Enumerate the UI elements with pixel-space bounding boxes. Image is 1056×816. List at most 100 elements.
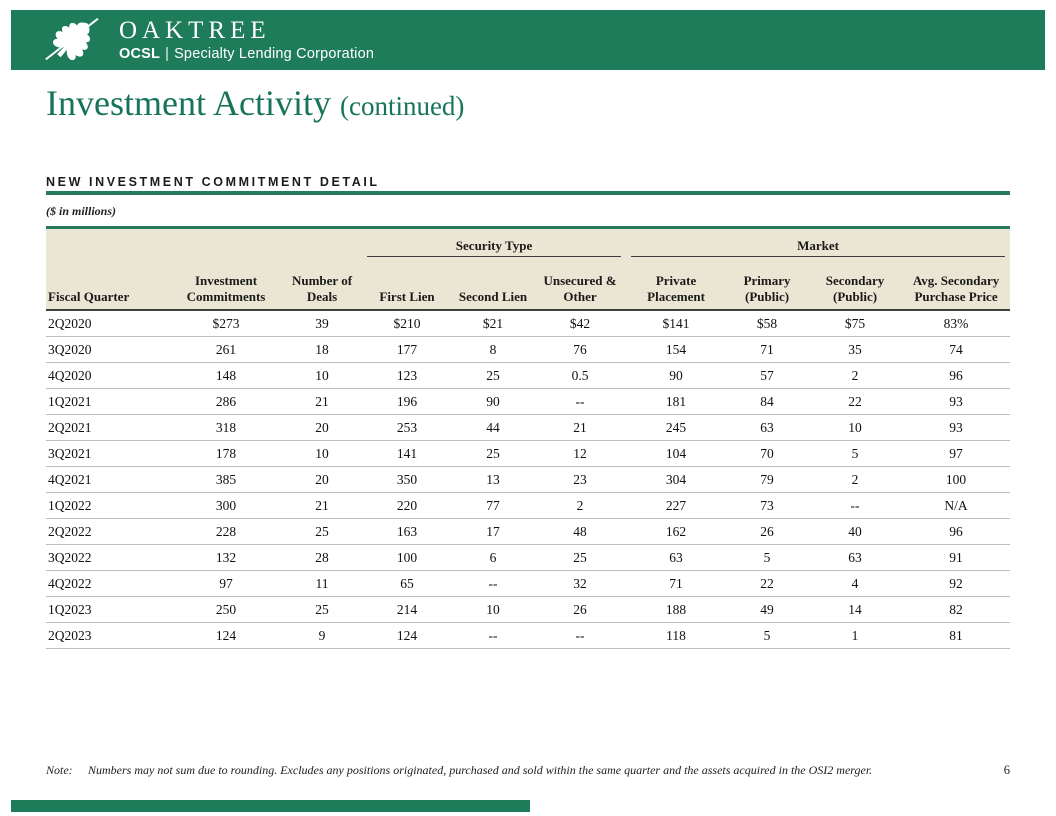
value-cell: 12 (534, 440, 627, 467)
commitment-table: Security Type Market Fiscal Quarter Inves… (46, 226, 1011, 649)
footnote-label: Note: (46, 763, 73, 777)
value-cell: 63 (626, 544, 727, 571)
table-head: Security Type Market Fiscal Quarter Inves… (46, 227, 1011, 311)
value-cell: 25 (452, 362, 534, 389)
value-cell: 141 (362, 440, 452, 467)
column-header-secondary-public: Secondary (Public) (808, 257, 903, 311)
value-cell: $210 (362, 310, 452, 337)
brand-text: OAKTREE OCSL | Specialty Lending Corporati… (119, 16, 374, 62)
column-header-unsecured-other: Unsecured & Other (534, 257, 627, 311)
value-cell: 10 (808, 414, 903, 441)
value-cell: 25 (282, 518, 362, 545)
group-header-spacer (46, 227, 362, 257)
value-cell: N/A (902, 492, 1011, 519)
value-cell: 83% (902, 310, 1011, 337)
value-cell: 39 (282, 310, 362, 337)
value-cell: 11 (282, 570, 362, 597)
value-cell: 44 (452, 414, 534, 441)
value-cell: 250 (170, 596, 282, 623)
table-row: 1Q2023 250 25 214 10 26 188 49 14 82 (46, 596, 1011, 623)
value-cell: 76 (534, 336, 627, 363)
value-cell: $273 (170, 310, 282, 337)
column-header-avg-secondary-purchase-price: Avg. Secondary Purchase Price (902, 257, 1011, 311)
value-cell: 163 (362, 518, 452, 545)
fiscal-quarter-cell: 3Q2021 (46, 440, 170, 467)
brand-banner: OAKTREE OCSL | Specialty Lending Corporati… (11, 10, 1045, 70)
brand-subtitle: OCSL | Specialty Lending Corporation (119, 46, 374, 62)
value-cell: 74 (902, 336, 1011, 363)
value-cell: $42 (534, 310, 627, 337)
value-cell: 63 (726, 414, 809, 441)
value-cell: 14 (808, 596, 903, 623)
bottom-accent-bar (11, 800, 530, 812)
column-header-number-of-deals: Number of Deals (282, 257, 362, 311)
value-cell: 228 (170, 518, 282, 545)
value-cell: 123 (362, 362, 452, 389)
value-cell: -- (452, 622, 534, 649)
column-header-primary-public: Primary (Public) (726, 257, 809, 311)
value-cell: 261 (170, 336, 282, 363)
value-cell: $58 (726, 310, 809, 337)
value-cell: 318 (170, 414, 282, 441)
table-row: 2Q2020 $273 39 $210 $21 $42 $141 $58 $75 83% (46, 310, 1011, 337)
value-cell: 385 (170, 466, 282, 493)
value-cell: 177 (362, 336, 452, 363)
value-cell: 96 (902, 362, 1011, 389)
value-cell: 25 (452, 440, 534, 467)
brand-sub-text: Specialty Lending Corporation (174, 46, 375, 63)
value-cell: 350 (362, 466, 452, 493)
value-cell: 93 (902, 388, 1011, 415)
table-row: 4Q2022 97 11 65 -- 32 71 22 4 92 (46, 570, 1011, 597)
fiscal-quarter-cell: 1Q2021 (46, 388, 170, 415)
value-cell: 132 (170, 544, 282, 571)
page-title-suffix: (continued) (339, 91, 465, 121)
oaktree-leaf-logo-icon (41, 12, 105, 68)
value-cell: 82 (902, 596, 1011, 623)
units-note: ($ in millions) (46, 204, 117, 218)
table-row: 2Q2021 318 20 253 44 21 245 63 10 93 (46, 414, 1011, 441)
table-row: 2Q2023 124 9 124 -- -- 118 5 1 81 (46, 622, 1011, 649)
value-cell: 48 (534, 518, 627, 545)
value-cell: 90 (452, 388, 534, 415)
value-cell: 154 (626, 336, 727, 363)
brand-name: OAKTREE (119, 16, 271, 44)
group-header-row: Security Type Market (46, 227, 1011, 257)
value-cell: 1 (808, 622, 903, 649)
column-header-private-placement: Private Placement (626, 257, 727, 311)
value-cell: -- (534, 622, 627, 649)
value-cell: 10 (282, 440, 362, 467)
value-cell: 13 (452, 466, 534, 493)
value-cell: 188 (626, 596, 727, 623)
group-header-security-type: Security Type (362, 227, 627, 257)
value-cell: 0.5 (534, 362, 627, 389)
value-cell: 4 (808, 570, 903, 597)
brand-divider: | (165, 46, 170, 63)
group-header-market: Market (626, 227, 1011, 257)
value-cell: 227 (626, 492, 727, 519)
value-cell: 104 (626, 440, 727, 467)
value-cell: 90 (626, 362, 727, 389)
table-row: 4Q2020 148 10 123 25 0.5 90 57 2 96 (46, 362, 1011, 389)
value-cell: 25 (534, 544, 627, 571)
value-cell: 100 (902, 466, 1011, 493)
table-body: 2Q2020 $273 39 $210 $21 $42 $141 $58 $75 83% 3Q202… (46, 310, 1011, 649)
value-cell: 57 (726, 362, 809, 389)
value-cell: -- (808, 492, 903, 519)
value-cell: 300 (170, 492, 282, 519)
value-cell: 71 (626, 570, 727, 597)
value-cell: 23 (534, 466, 627, 493)
value-cell: 20 (282, 414, 362, 441)
fiscal-quarter-cell: 1Q2022 (46, 492, 170, 519)
fiscal-quarter-cell: 2Q2020 (46, 310, 170, 337)
value-cell: 26 (534, 596, 627, 623)
value-cell: 97 (902, 440, 1011, 467)
column-header-investment-commitments: Investment Commitments (170, 257, 282, 311)
value-cell: $21 (452, 310, 534, 337)
value-cell: 10 (452, 596, 534, 623)
table-row: 3Q2021 178 10 141 25 12 104 70 5 97 (46, 440, 1011, 467)
table-row: 1Q2022 300 21 220 77 2 227 73 -- N/A (46, 492, 1011, 519)
fiscal-quarter-cell: 2Q2023 (46, 622, 170, 649)
value-cell: 2 (808, 466, 903, 493)
value-cell: 196 (362, 388, 452, 415)
